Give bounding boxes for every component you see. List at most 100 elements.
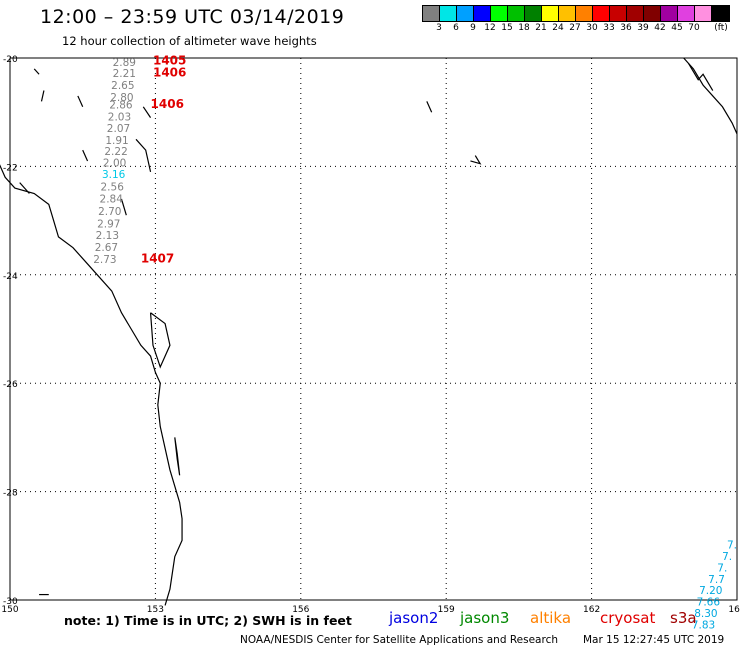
satellite-jason2: jason2 bbox=[389, 609, 439, 627]
wave-height-value: 7.20 bbox=[699, 585, 722, 597]
generated-timestamp: Mar 15 12:27:45 UTC 2019 bbox=[583, 634, 725, 646]
wave-height-value: 2.65 bbox=[111, 80, 134, 92]
wave-height-value: 2.80 bbox=[110, 92, 133, 104]
new-caledonia-coastline bbox=[683, 57, 738, 135]
reef-outline bbox=[120, 198, 127, 216]
wave-height-value: 2.03 bbox=[108, 112, 131, 124]
legend-tick-label: 9 bbox=[470, 23, 476, 33]
wave-height-value: 7. bbox=[722, 551, 732, 563]
legend-swatch bbox=[491, 6, 508, 21]
legend-tick-label: 33 bbox=[603, 23, 615, 33]
legend-swatch bbox=[559, 6, 576, 21]
new-caledonia-coastline bbox=[688, 63, 714, 91]
wave-height-value: 2.67 bbox=[95, 242, 118, 254]
legend-swatch bbox=[508, 6, 525, 21]
legend-swatch bbox=[525, 6, 542, 21]
reef-outline bbox=[77, 95, 84, 108]
pass-time-label: 1406 bbox=[151, 97, 184, 111]
moreton-island bbox=[174, 437, 181, 476]
fraser-island bbox=[149, 312, 171, 369]
wave-height-value: 8.30 bbox=[694, 608, 717, 620]
reef-outline bbox=[33, 68, 40, 75]
legend-swatch bbox=[712, 6, 729, 21]
wave-height-value: 2.00 bbox=[103, 158, 126, 170]
wave-height-value: 1.91 bbox=[105, 135, 128, 147]
lon-label: 156 bbox=[292, 605, 309, 615]
reef-outline bbox=[19, 182, 30, 194]
reef-outline bbox=[135, 138, 152, 172]
wave-height-value: 2.86 bbox=[109, 100, 133, 112]
island-outline bbox=[470, 155, 482, 165]
legend-swatch bbox=[661, 6, 678, 21]
wave-height-value: 2.22 bbox=[104, 146, 127, 158]
legend-swatch bbox=[542, 6, 559, 21]
wave-height-value: 2.89 bbox=[113, 57, 136, 69]
legend-swatch bbox=[644, 6, 661, 21]
lon-label: 150 bbox=[1, 605, 18, 615]
legend-tick-label: 24 bbox=[552, 23, 564, 33]
footnote: note: 1) Time is in UTC; 2) SWH is in fe… bbox=[64, 613, 352, 628]
lat-label: -24 bbox=[3, 272, 18, 282]
wave-height-value: 2.21 bbox=[113, 68, 136, 80]
lon-label: 165 bbox=[728, 605, 740, 615]
legend-tick-label: 15 bbox=[501, 23, 513, 33]
wave-height-value: 7. bbox=[717, 562, 727, 574]
legend-tick-label: 12 bbox=[484, 23, 496, 33]
wave-height-value: 7. bbox=[727, 540, 737, 552]
satellite-altika: altika bbox=[530, 609, 572, 627]
lon-label: 159 bbox=[438, 605, 455, 615]
wave-height-value: 7.7 bbox=[708, 574, 725, 586]
lat-label: -30 bbox=[3, 597, 18, 607]
legend-tick-label: 21 bbox=[535, 23, 547, 33]
wave-height-value: 7.83 bbox=[692, 619, 715, 631]
lon-label: 162 bbox=[583, 605, 600, 615]
legend-tick-label: 39 bbox=[637, 23, 649, 33]
pass-time-label: 1407 bbox=[141, 252, 174, 266]
legend-swatch bbox=[627, 6, 644, 21]
legend-ticks: 3 6 9 12 15 18 21 24 27 30 33 36 39 42 45 70 (ft) bbox=[422, 23, 740, 35]
legend-swatch bbox=[474, 6, 491, 21]
credit-footer: NOAA/NESDIS Center for Satellite Applica… bbox=[240, 634, 558, 646]
legend-swatch bbox=[423, 6, 440, 21]
satellite-cryosat: cryosat bbox=[600, 609, 656, 627]
legend-swatch bbox=[576, 6, 593, 21]
lon-label: 153 bbox=[147, 605, 164, 615]
wave-height-value: 3.16 bbox=[102, 169, 126, 181]
wave-height-value: 2.84 bbox=[100, 193, 124, 205]
reef-outline bbox=[82, 149, 89, 162]
legend-unit: (ft) bbox=[714, 23, 728, 33]
wave-height-value: 2.70 bbox=[98, 206, 121, 218]
legend-tick-label: 70 bbox=[688, 23, 700, 33]
wave-height-value: 2.07 bbox=[107, 123, 130, 135]
lat-label: -20 bbox=[3, 55, 18, 65]
wave-height-value: 7.66 bbox=[697, 597, 721, 609]
satellite-jason3: jason3 bbox=[460, 609, 510, 627]
legend-tick-label: 36 bbox=[620, 23, 632, 33]
wave-height-value: 2.97 bbox=[97, 218, 120, 230]
wave-height-value: 2.13 bbox=[96, 230, 119, 242]
legend-swatch bbox=[678, 6, 695, 21]
legend-swatch bbox=[593, 6, 610, 21]
color-legend bbox=[422, 5, 730, 22]
legend-tick-label: 45 bbox=[671, 23, 683, 33]
wave-height-value: 2.56 bbox=[101, 181, 125, 193]
legend-swatch bbox=[610, 6, 627, 21]
island-outline bbox=[426, 101, 433, 113]
lat-label: -22 bbox=[3, 163, 18, 173]
legend-tick-label: 6 bbox=[453, 23, 459, 33]
australia-coastline bbox=[0, 164, 183, 606]
pass-time-label: 1406 bbox=[153, 66, 186, 80]
legend-tick-label: 3 bbox=[436, 23, 442, 33]
legend-tick-label: 30 bbox=[586, 23, 598, 33]
lat-label: -26 bbox=[3, 380, 18, 390]
lat-label: -28 bbox=[3, 489, 18, 499]
legend-tick-label: 27 bbox=[569, 23, 581, 33]
reef-outline bbox=[40, 90, 45, 102]
legend-swatch bbox=[695, 6, 712, 21]
wave-height-value: 2.73 bbox=[93, 254, 116, 266]
legend-swatch bbox=[457, 6, 474, 21]
satellite-s3a: s3a bbox=[670, 609, 697, 627]
pass-time-label: 1405 bbox=[153, 54, 186, 68]
reef-outline bbox=[142, 106, 152, 118]
